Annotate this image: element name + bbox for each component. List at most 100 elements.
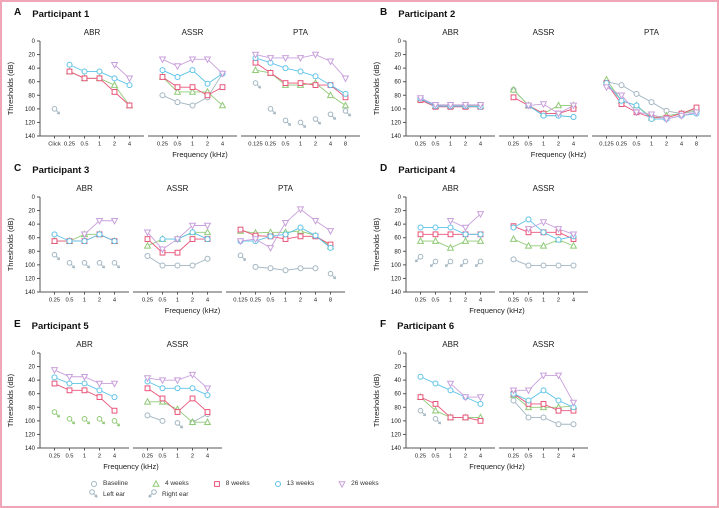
svg-text:PTA: PTA (278, 184, 294, 193)
panel-a-header: A Participant 1 (6, 7, 362, 25)
svg-text:0.5: 0.5 (158, 298, 166, 304)
svg-text:0.5: 0.5 (266, 298, 274, 304)
svg-text:1: 1 (83, 454, 86, 460)
svg-text:4: 4 (479, 142, 483, 148)
svg-text:120: 120 (25, 120, 36, 126)
panel-letter: E (14, 319, 21, 330)
svg-text:0.25: 0.25 (49, 454, 60, 460)
panel-letter: B (380, 7, 388, 18)
svg-text:20: 20 (28, 365, 35, 371)
svg-text:2: 2 (665, 142, 668, 148)
svg-text:0.5: 0.5 (524, 142, 532, 148)
legend-item-baseline: Baseline (88, 479, 128, 489)
svg-text:ASSR: ASSR (533, 340, 555, 349)
panel-letter: F (380, 319, 387, 330)
svg-text:2: 2 (464, 454, 467, 460)
svg-text:ASSR: ASSR (533, 184, 555, 193)
svg-text:80: 80 (394, 93, 401, 99)
svg-text:120: 120 (391, 120, 402, 126)
svg-text:2: 2 (557, 142, 560, 148)
svg-text:100: 100 (391, 263, 402, 269)
panel-b: B Participant 2 0 20 40 60 80 100 120 140 Thresh… (372, 7, 713, 161)
legend-item-13-weeks: 13 weeks (272, 479, 314, 489)
svg-text:60: 60 (394, 392, 401, 398)
panel-letter: C (14, 163, 22, 174)
svg-text:0.5: 0.5 (281, 142, 289, 148)
svg-text:4: 4 (479, 298, 483, 304)
legend-item-right-ear: Right ear (147, 489, 188, 500)
panel-title: Participant 6 (397, 321, 455, 332)
legend-label: Right ear (162, 491, 189, 498)
panel-title: Participant 2 (398, 9, 456, 20)
legend-item-26-weeks: 26 weeks (336, 479, 379, 489)
svg-text:140: 140 (25, 446, 36, 452)
svg-text:80: 80 (28, 93, 35, 99)
svg-text:0.5: 0.5 (431, 298, 439, 304)
svg-text:60: 60 (28, 80, 35, 86)
svg-text:2: 2 (557, 454, 560, 460)
svg-text:0.25: 0.25 (415, 298, 426, 304)
svg-text:8: 8 (329, 298, 332, 304)
svg-text:4: 4 (206, 298, 210, 304)
svg-text:0.5: 0.5 (65, 298, 73, 304)
svg-text:2: 2 (191, 298, 194, 304)
panel-d: D Participant 4 0 20 40 60 80 100 120 140 Thresh… (372, 163, 590, 317)
svg-text:Thresholds (dB): Thresholds (dB) (6, 217, 15, 271)
svg-text:4: 4 (572, 142, 576, 148)
svg-text:4: 4 (128, 142, 132, 148)
26-weeks-marker-icon (338, 480, 346, 488)
svg-text:0: 0 (398, 195, 402, 201)
svg-text:Frequency (kHz): Frequency (kHz) (172, 150, 228, 159)
svg-text:ASSR: ASSR (167, 340, 189, 349)
svg-text:0.125: 0.125 (233, 298, 248, 304)
svg-text:140: 140 (391, 134, 402, 140)
4-weeks-marker-icon (152, 479, 160, 487)
svg-text:80: 80 (394, 405, 401, 411)
svg-text:1: 1 (650, 142, 653, 148)
svg-text:2: 2 (464, 142, 467, 148)
svg-text:ABR: ABR (442, 28, 459, 37)
svg-text:4: 4 (206, 454, 210, 460)
svg-text:PTA: PTA (293, 28, 309, 37)
svg-text:4: 4 (113, 454, 117, 460)
svg-text:PTA: PTA (644, 28, 660, 37)
panel-c: C Participant 3 0 20 40 60 80 100 120 140 Thresh… (6, 163, 347, 317)
svg-text:2: 2 (314, 142, 317, 148)
svg-text:1: 1 (191, 142, 194, 148)
svg-text:20: 20 (28, 209, 35, 215)
svg-text:4: 4 (680, 142, 684, 148)
legend-label: 4 weeks (164, 480, 189, 487)
svg-text:Frequency (kHz): Frequency (kHz) (531, 150, 587, 159)
svg-text:0.125: 0.125 (599, 142, 614, 148)
panel-f-header: F Participant 6 (372, 319, 590, 337)
svg-text:ABR: ABR (442, 340, 459, 349)
svg-text:0.5: 0.5 (524, 454, 532, 460)
svg-text:80: 80 (394, 249, 401, 255)
panel-b-header: B Participant 2 (372, 7, 713, 25)
svg-text:1: 1 (449, 454, 452, 460)
left-ear-icon (89, 489, 98, 498)
panel-title: Participant 3 (32, 165, 90, 176)
svg-text:1: 1 (83, 298, 86, 304)
panel-title: Participant 4 (398, 165, 456, 176)
svg-text:60: 60 (28, 236, 35, 242)
svg-text:0.25: 0.25 (616, 142, 627, 148)
svg-text:20: 20 (394, 209, 401, 215)
panel-a: A Participant 1 0 20 40 60 80 100 120 140 Thresh… (6, 7, 362, 161)
svg-text:4: 4 (572, 454, 576, 460)
8-weeks-marker-icon (213, 480, 220, 487)
svg-text:0: 0 (398, 351, 402, 357)
svg-text:ABR: ABR (76, 340, 93, 349)
svg-text:40: 40 (28, 222, 35, 228)
svg-text:120: 120 (25, 432, 36, 438)
legend-label: 8 weeks (225, 480, 250, 487)
svg-text:8: 8 (695, 142, 698, 148)
svg-text:60: 60 (394, 236, 401, 242)
svg-text:ASSR: ASSR (167, 184, 189, 193)
svg-text:Frequency (kHz): Frequency (kHz) (165, 306, 221, 315)
svg-text:80: 80 (28, 405, 35, 411)
svg-text:0.5: 0.5 (158, 454, 166, 460)
panel-title: Participant 1 (32, 9, 90, 20)
panel-d-header: D Participant 4 (372, 163, 590, 181)
